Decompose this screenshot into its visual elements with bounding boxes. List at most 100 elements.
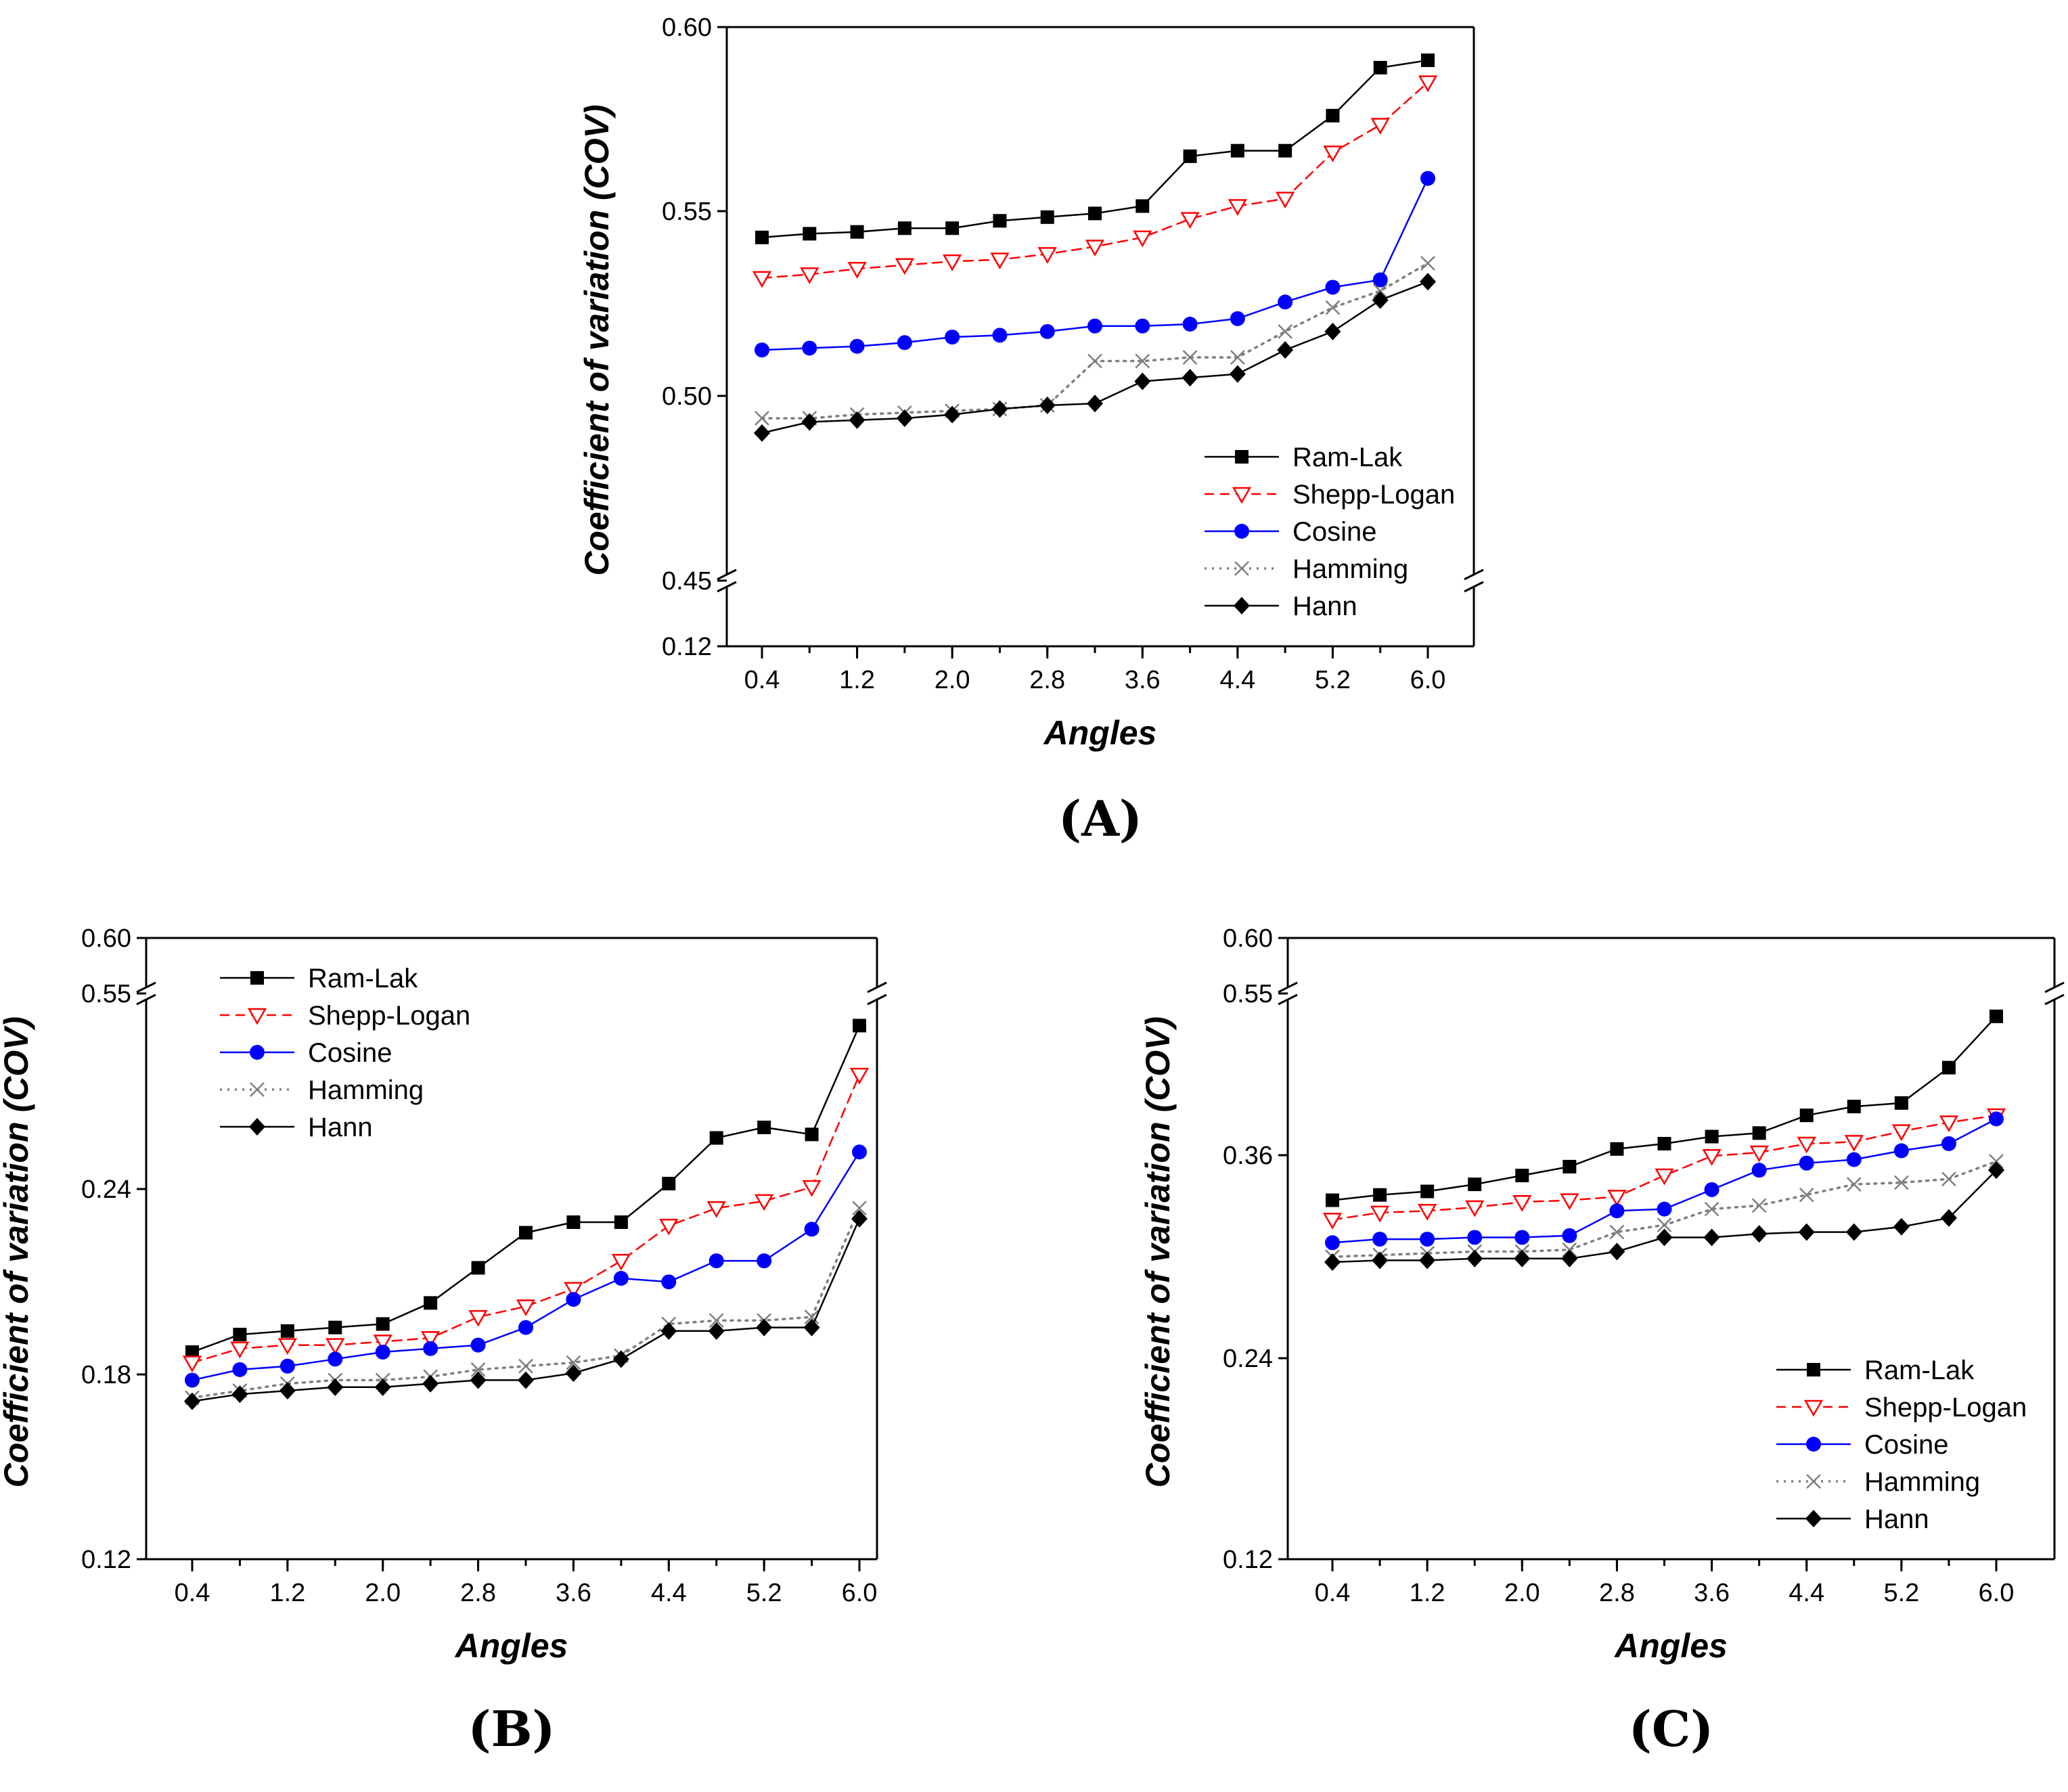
x-tick-label: 2.0	[1504, 1579, 1540, 1607]
data-point-ram-lak	[1515, 1169, 1529, 1182]
data-point-ram-lak	[757, 1120, 771, 1134]
data-point-ram-lak	[897, 221, 912, 236]
x-tick-label: 2.8	[1029, 666, 1065, 694]
legend-marker	[1234, 597, 1250, 614]
data-point-cosine	[1751, 1163, 1767, 1178]
x-tick-label: 5.2	[1315, 666, 1351, 694]
data-point-shepp-logan	[802, 1180, 822, 1197]
data-point-hamming	[1325, 300, 1341, 315]
legend-label: Hamming	[1864, 1467, 1980, 1497]
plot-frame	[725, 26, 1475, 648]
series-cosine	[1325, 1111, 2004, 1251]
series-cosine	[185, 1144, 867, 1388]
data-point-ram-lak	[1563, 1159, 1577, 1173]
data-point-hamming	[518, 1358, 533, 1374]
data-point-ram-lak	[185, 1345, 199, 1359]
data-point-shepp-logan	[990, 252, 1010, 270]
data-point-shepp-logan	[373, 1335, 392, 1351]
data-point-cosine	[1989, 1111, 2004, 1127]
data-point-hann	[327, 1378, 344, 1396]
data-point-hamming	[1657, 1217, 1672, 1233]
x-axis-title: Angles	[1043, 714, 1157, 752]
data-point-hann	[851, 1209, 868, 1228]
marker-stroke	[518, 1358, 533, 1374]
data-point-cosine	[709, 1253, 724, 1269]
marker-stroke	[1372, 284, 1388, 298]
data-point-hann	[1087, 395, 1103, 413]
data-point-shepp-logan	[895, 258, 915, 275]
legend-label: Cosine	[1864, 1430, 1949, 1460]
data-point-hamming	[1799, 1187, 1814, 1203]
data-point-hann	[944, 405, 961, 424]
marker-stroke	[852, 1201, 867, 1216]
data-point-hamming	[1989, 1154, 2004, 1169]
break-slash	[867, 993, 887, 1006]
data-point-ram-lak	[280, 1324, 294, 1338]
data-point-cosine	[375, 1344, 390, 1360]
data-point-shepp-logan	[800, 267, 819, 284]
data-point-hann	[1988, 1161, 2004, 1180]
data-point-hann	[1277, 341, 1294, 359]
plot-frame	[145, 937, 878, 1561]
legend-label: Hann	[308, 1113, 373, 1142]
series-line-shepp-logan	[1331, 1114, 1998, 1221]
x-tick-label: 2.0	[935, 666, 970, 694]
data-point-ram-lak	[805, 1127, 819, 1142]
data-point-cosine	[852, 1144, 867, 1160]
data-point-hamming	[804, 1309, 819, 1324]
legend-item-hamming: Hamming	[1776, 1467, 1980, 1497]
series-shepp-logan	[752, 75, 1438, 288]
axis-break-right	[867, 981, 887, 1006]
data-point-hann	[1182, 369, 1198, 387]
data-point-cosine	[1704, 1182, 1719, 1197]
series-shepp-logan	[1322, 1108, 2006, 1230]
data-point-shepp-logan	[849, 1067, 870, 1085]
legend-marker	[1806, 1474, 1821, 1489]
data-point-hann	[1845, 1223, 1862, 1241]
data-point-hamming	[1704, 1201, 1719, 1217]
axis-break-left	[136, 981, 156, 1006]
legend-item-ram-lak: Ram-Lak	[1776, 1356, 1975, 1385]
break-slash	[136, 981, 156, 993]
legend-label: Cosine	[1292, 517, 1377, 547]
legend-marker	[1805, 1510, 1822, 1527]
data-point-ram-lak	[1230, 143, 1244, 158]
data-point-cosine	[1420, 1232, 1435, 1247]
data-point-hamming	[470, 1362, 486, 1377]
x-tick-label: 6.0	[1410, 666, 1446, 694]
data-point-ram-lak	[662, 1176, 676, 1190]
legend-marker	[1803, 1399, 1824, 1417]
data-point-hamming	[1609, 1224, 1625, 1240]
marker-stroke	[709, 1313, 724, 1328]
data-point-ram-lak	[328, 1320, 342, 1335]
y-tick-label: 0.24	[1223, 1345, 1273, 1373]
data-point-hamming	[1278, 324, 1293, 339]
series-shepp-logan	[182, 1067, 870, 1373]
data-point-cosine	[1039, 323, 1055, 339]
data-point-cosine	[566, 1292, 581, 1307]
legend-label: Ram-Lak	[1864, 1356, 1975, 1385]
data-point-shepp-logan	[516, 1299, 536, 1317]
data-point-shepp-logan	[1323, 145, 1343, 162]
data-point-ram-lak	[614, 1215, 628, 1229]
data-point-shepp-logan	[611, 1253, 631, 1271]
legend-item-ram-lak: Ram-Lak	[220, 964, 418, 993]
data-point-cosine	[328, 1351, 343, 1367]
data-point-ram-lak	[993, 214, 1007, 228]
marker-stroke	[250, 1082, 265, 1097]
data-point-hann	[565, 1364, 582, 1383]
x-tick-label: 1.2	[1410, 1579, 1445, 1607]
data-point-cosine	[1609, 1203, 1625, 1219]
x-tick-label: 1.2	[839, 666, 875, 694]
marker-stroke	[1893, 1175, 1909, 1190]
data-point-cosine	[1657, 1201, 1672, 1217]
data-point-ram-lak	[1278, 143, 1292, 158]
data-point-hann	[422, 1374, 439, 1393]
legend-label: Hann	[1864, 1504, 1929, 1534]
data-point-shepp-logan	[1370, 118, 1390, 135]
x-tick-label: 6.0	[1979, 1579, 2015, 1607]
data-point-shepp-logan	[1275, 192, 1295, 209]
x-axis-title: Angles	[454, 1627, 568, 1665]
y-tick-label: 0.60	[1223, 924, 1273, 953]
data-point-hann	[231, 1385, 248, 1404]
